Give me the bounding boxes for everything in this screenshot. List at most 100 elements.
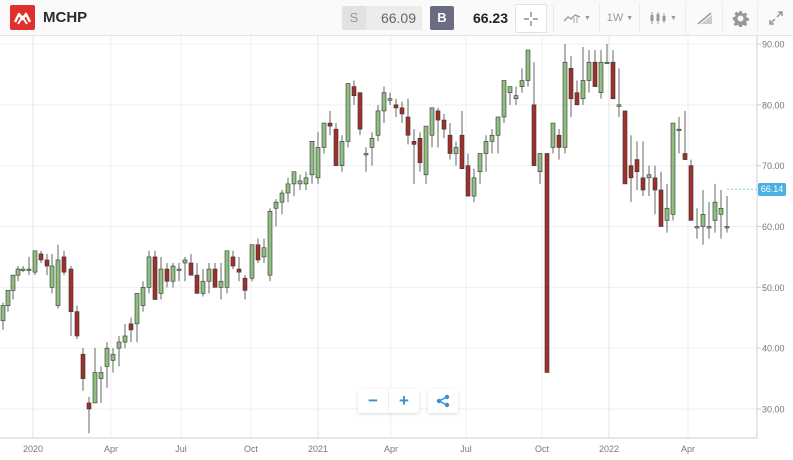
zoom-out-button[interactable]: −: [368, 391, 378, 410]
candle: [61, 256, 67, 273]
candle: [387, 98, 393, 101]
candle: [224, 250, 230, 288]
candle: [363, 153, 369, 156]
candle: [507, 86, 513, 93]
candle: [459, 134, 465, 170]
candle: [164, 268, 170, 282]
candle: [98, 372, 104, 379]
candle: [176, 268, 182, 271]
y-axis-label: 40.00: [762, 344, 785, 354]
candle: [634, 159, 640, 173]
candle: [10, 274, 16, 291]
candle: [194, 274, 200, 294]
candle: [676, 128, 682, 131]
candle: [152, 256, 158, 300]
crosshair-button[interactable]: [515, 4, 547, 33]
candle: [694, 226, 700, 229]
candle: [351, 86, 357, 97]
candle: [345, 83, 351, 142]
interval-label: 1W: [606, 12, 624, 24]
chevron-down-icon: ▼: [626, 14, 634, 22]
drawing-tools-button[interactable]: [685, 3, 723, 33]
candle: [586, 61, 592, 81]
candle: [489, 134, 495, 142]
candle: [519, 80, 525, 87]
candle: [556, 134, 562, 148]
candle: [423, 125, 429, 176]
candle: [501, 80, 507, 118]
candle: [441, 119, 447, 130]
candle: [116, 341, 122, 349]
x-axis-label: Oct: [535, 444, 550, 454]
candle: [610, 61, 616, 100]
candle: [537, 153, 543, 173]
candle: [0, 305, 6, 322]
candle: [92, 372, 98, 404]
fullscreen-button[interactable]: [757, 3, 793, 33]
candle: [477, 153, 483, 173]
candle: [206, 268, 212, 282]
x-axis-label: Apr: [104, 444, 118, 454]
buy-button[interactable]: B: [430, 6, 454, 30]
y-axis-label: 30.00: [762, 404, 785, 414]
gear-icon: [732, 10, 749, 27]
y-axis-label: 80.00: [762, 100, 785, 110]
candle: [357, 92, 363, 130]
y-axis-label: 60.00: [762, 222, 785, 232]
candle: [550, 122, 556, 148]
sell-button[interactable]: S: [342, 6, 366, 30]
candle: [104, 347, 110, 367]
y-axis-label: 70.00: [762, 161, 785, 171]
candle: [574, 92, 580, 106]
candle: [86, 402, 92, 410]
candle: [670, 122, 676, 215]
candle: [525, 49, 531, 81]
settings-button[interactable]: [722, 3, 758, 33]
drawing-tools-icon: [697, 12, 712, 25]
chart-type-dropdown[interactable]: ▼: [553, 3, 600, 33]
candle: [375, 110, 381, 136]
candle: [327, 122, 333, 127]
candle: [218, 280, 224, 288]
candle: [616, 104, 622, 107]
candle: [465, 165, 471, 197]
candle: [182, 259, 188, 264]
interval-dropdown[interactable]: 1W ▼: [599, 3, 640, 33]
candle: [495, 116, 501, 136]
share-button[interactable]: [428, 389, 458, 413]
candle: [718, 207, 724, 215]
current-price-label: 66.14: [758, 183, 786, 196]
candle: [140, 287, 146, 306]
x-axis-label: Apr: [681, 444, 695, 454]
candle: [568, 68, 574, 100]
candle: [652, 177, 658, 191]
sell-price[interactable]: 66.09: [366, 6, 422, 30]
candle: [664, 207, 670, 221]
buy-price[interactable]: 66.23: [472, 10, 508, 26]
candle: [405, 116, 411, 136]
candle: [333, 128, 339, 166]
candle: [80, 353, 86, 379]
candle: [285, 183, 291, 194]
candle: [399, 107, 405, 115]
candle: [315, 147, 321, 179]
candle: [249, 244, 255, 279]
zoom-in-button[interactable]: +: [388, 389, 419, 413]
candle: [68, 268, 74, 312]
candle: [544, 153, 550, 373]
ticker-symbol: MCHP: [43, 9, 88, 26]
candle: [646, 174, 652, 179]
candle: [44, 259, 50, 267]
candle-type-dropdown[interactable]: ▼: [639, 3, 686, 33]
candle: [435, 110, 441, 121]
candle: [640, 177, 646, 191]
candle: [658, 189, 664, 227]
x-axis-label: 2021: [308, 444, 328, 454]
candle: [55, 259, 61, 306]
candle: [309, 141, 315, 176]
candle: [212, 268, 218, 288]
candle: [188, 262, 194, 276]
candle: [483, 141, 489, 154]
candlestick-chart[interactable]: 90.00 80.00 70.00 60.00 50.00 40.00 30.00 2020 A…: [0, 36, 793, 460]
candle: [628, 165, 634, 179]
